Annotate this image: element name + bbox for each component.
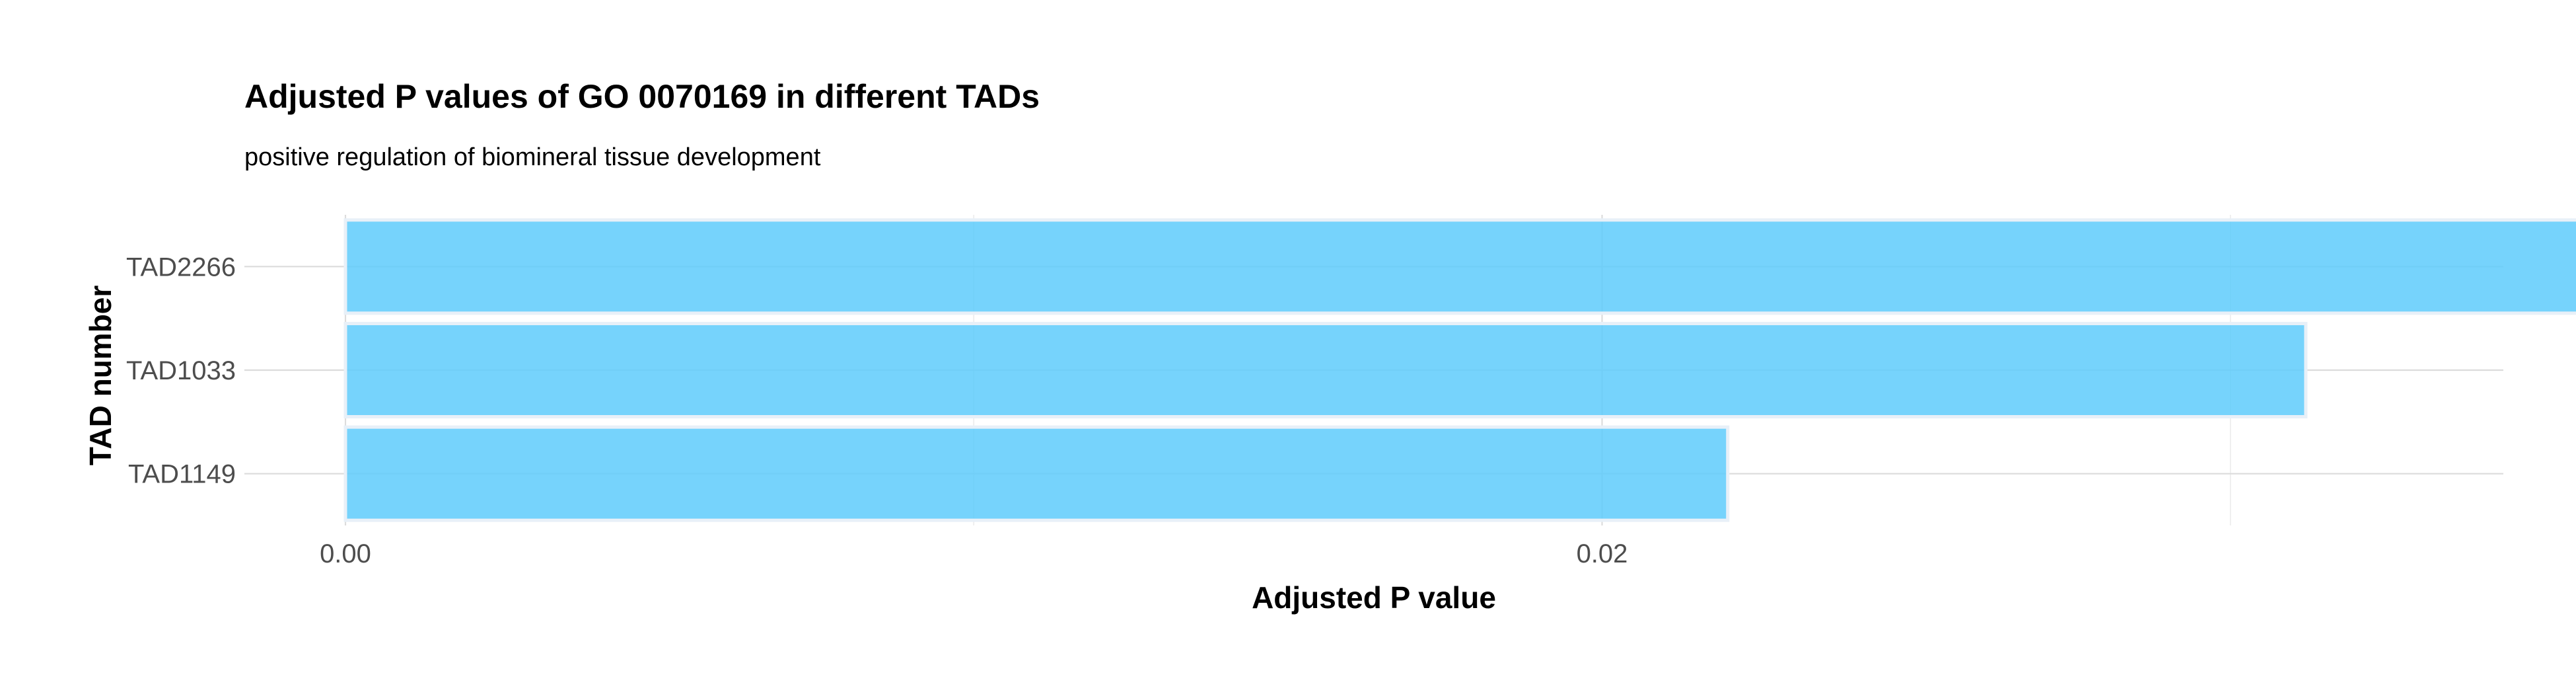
y-axis-title: TAD number [83,286,118,466]
x-axis-ticks: 0.000.020.040.06 [320,539,1628,568]
x-tick-label: 0.02 [1577,539,1628,568]
y-tick-label: TAD1033 [126,356,236,385]
y-tick-label: TAD2266 [126,252,236,282]
y-tick-label: TAD1149 [128,460,236,489]
x-tick-label: 0.00 [320,539,371,568]
bar-tad1149 [343,425,1730,522]
bar-tad1033 [343,322,2308,418]
y-axis-ticks: TAD2266 TAD1033 TAD1149 [126,252,236,488]
bar-tad2266 [343,218,2576,315]
chart-title: Adjusted P values of GO 0070169 in diffe… [244,78,1040,115]
chart-subtitle: positive regulation of biomineral tissue… [244,143,821,171]
bars [343,218,2576,522]
x-axis-title: Adjusted P value [1252,580,1496,615]
